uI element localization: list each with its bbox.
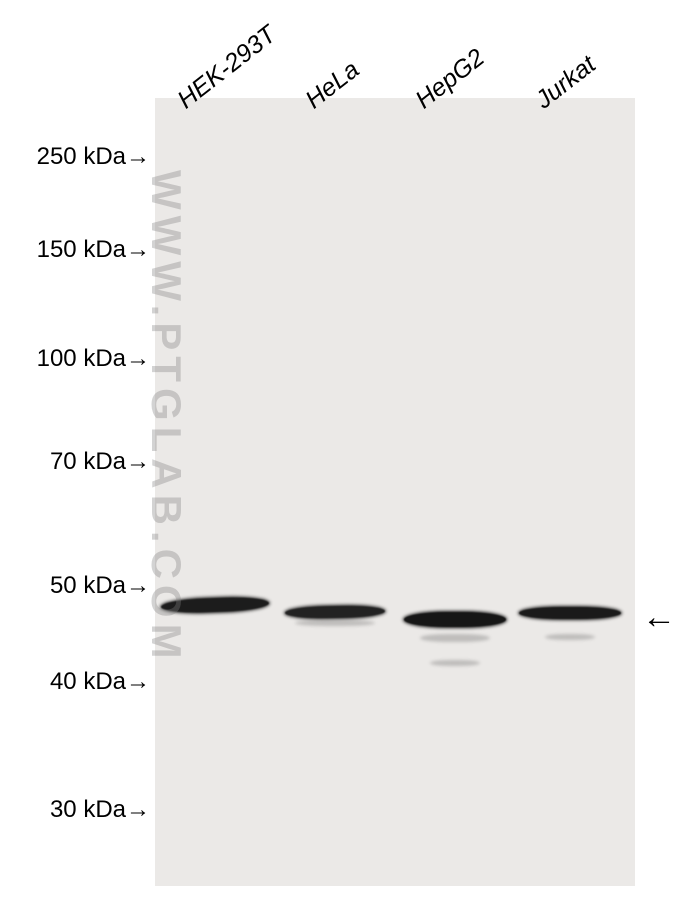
band-lane-2 — [404, 612, 506, 627]
faint-band-0 — [295, 620, 375, 626]
faint-band-1 — [420, 634, 490, 642]
watermark-text: WWW.PTGLAB.COM — [142, 170, 190, 665]
marker-label-5: 40 kDa→ — [0, 668, 150, 696]
band-lane-3 — [519, 607, 621, 619]
marker-label-1: 150 kDa→ — [0, 236, 150, 264]
marker-label-2: 100 kDa→ — [0, 345, 150, 373]
faint-band-3 — [545, 634, 595, 640]
marker-label-4: 50 kDa→ — [0, 572, 150, 600]
band-indicator-arrow: ← — [642, 598, 676, 637]
faint-band-2 — [430, 660, 480, 666]
marker-label-6: 30 kDa→ — [0, 796, 150, 824]
marker-label-0: 250 kDa→ — [0, 143, 150, 171]
figure-container: HEK-293THeLaHepG2Jurkat 250 kDa→150 kDa→… — [0, 0, 700, 903]
marker-label-3: 70 kDa→ — [0, 448, 150, 476]
blot-membrane — [155, 98, 635, 886]
